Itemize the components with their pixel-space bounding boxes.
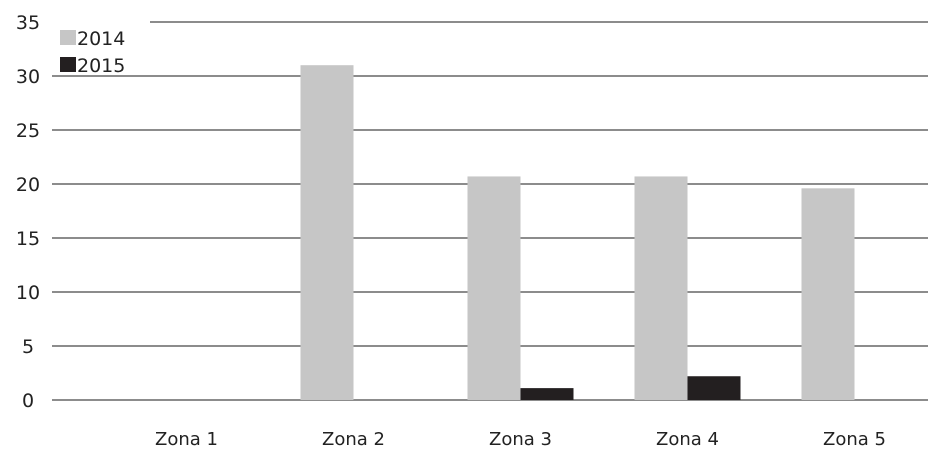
- x-category-label-3: Zona 3: [489, 429, 552, 449]
- y-tick-label-30: 30: [16, 66, 40, 88]
- x-category-label-5: Zona 5: [823, 429, 886, 449]
- bar-2014-zona-5: [801, 188, 855, 400]
- y-tick-label-35: 35: [16, 12, 40, 34]
- bar-2015-zona-4: [687, 376, 741, 400]
- y-tick-label-5: 5: [22, 336, 34, 358]
- legend-label-2014: 2014: [77, 28, 125, 50]
- y-tick-label-10: 10: [16, 282, 40, 304]
- legend-swatch-2015: [60, 57, 76, 72]
- legend-swatch-2014: [60, 30, 76, 45]
- x-axis-category-labels: Zona 1 Zona 2 Zona 3 Zona 4 Zona 5: [155, 429, 886, 449]
- bar-2015-zona-3: [520, 388, 574, 400]
- legend-label-2015: 2015: [77, 55, 125, 77]
- x-category-label-1: Zona 1: [155, 429, 218, 449]
- bar-2014-zona-2: [300, 65, 354, 400]
- y-axis-tick-labels: 0 5 10 15 20 25 30 35: [16, 12, 40, 412]
- bars: [300, 65, 855, 400]
- y-tick-label-25: 25: [16, 120, 40, 142]
- y-tick-label-0: 0: [22, 390, 34, 412]
- bar-2014-zona-3: [467, 176, 521, 400]
- x-category-label-2: Zona 2: [322, 429, 385, 449]
- bar-2014-zona-4: [634, 176, 688, 400]
- y-tick-label-15: 15: [16, 228, 40, 250]
- y-tick-label-20: 20: [16, 174, 40, 196]
- legend: 2014 2015: [60, 28, 125, 77]
- x-category-label-4: Zona 4: [656, 429, 719, 449]
